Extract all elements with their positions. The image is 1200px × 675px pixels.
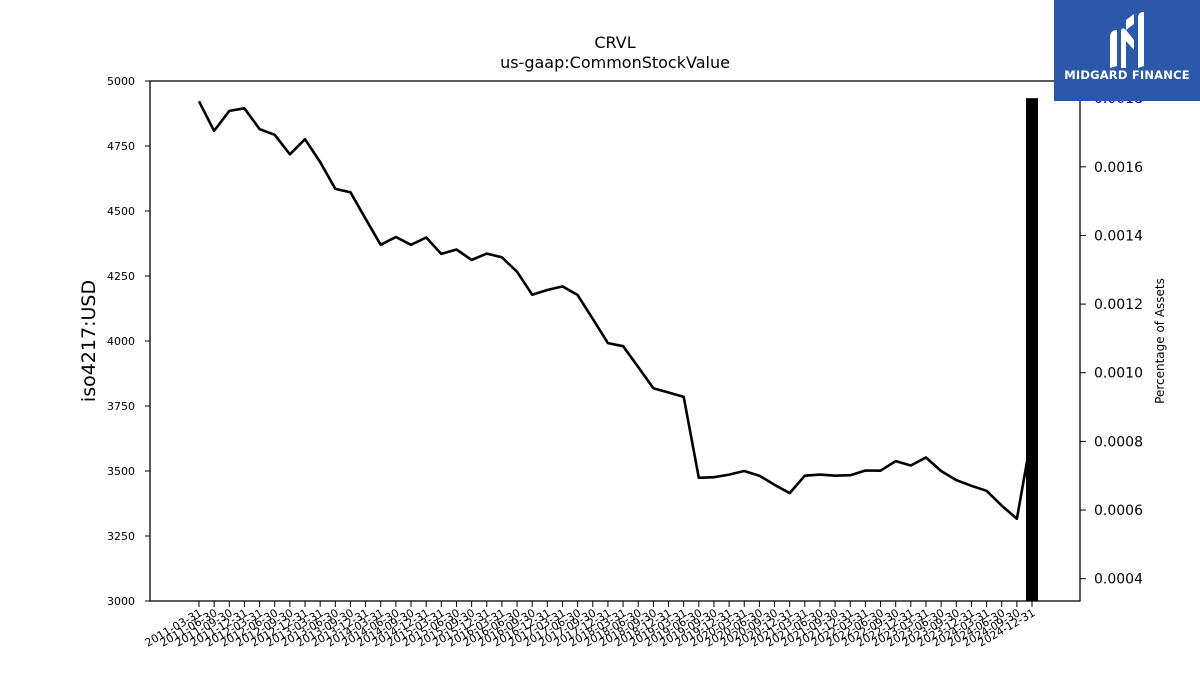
y-axis-label: iso4217:USD <box>78 280 100 402</box>
y2-tick-label: 0.0014 <box>1094 228 1143 244</box>
x-axis-ticks: 2011-03-312011-06-302011-09-302011-12-31… <box>143 601 1038 650</box>
chart-subtitle: us-gaap:CommonStockValue <box>500 53 730 72</box>
y2-tick-label: 0.0004 <box>1094 572 1143 588</box>
series-line <box>197 100 1034 521</box>
bars-layer <box>1026 98 1038 601</box>
y-tick-label: 3750 <box>107 400 135 413</box>
y2-axis-label: Percentage of Assets <box>1153 278 1167 404</box>
y-tick-label: 4500 <box>107 205 135 218</box>
y2-tick-label: 0.0012 <box>1094 297 1143 313</box>
y2-axis-ticks: 0.0004 0.0006 0.0008 0.0010 0.0012 0.0014 0.00… <box>1080 91 1143 588</box>
plot-frame <box>149 80 1081 602</box>
y2-tick-label: 0.0010 <box>1094 366 1143 382</box>
y-tick-label: 3250 <box>107 530 135 543</box>
y-tick-label: 3500 <box>107 465 135 478</box>
y2-tick-label: 0.0006 <box>1094 503 1143 519</box>
y-tick-label: 4000 <box>107 335 135 348</box>
chart-title: CRVL <box>594 33 635 52</box>
midgard-finance-logo: MIDGARD FINANCE <box>1054 0 1200 101</box>
logo-mark-icon <box>1110 12 1144 68</box>
y-tick-label: 4250 <box>107 270 135 283</box>
y-tick-label: 4750 <box>107 140 135 153</box>
y2-tick-label: 0.0008 <box>1094 434 1143 450</box>
percent-assets-bar <box>1026 98 1038 601</box>
y-tick-label: 3000 <box>107 595 135 608</box>
y2-tick-label: 0.0016 <box>1094 160 1143 176</box>
y-axis-ticks: 3000 3250 3500 3750 4000 4250 4500 4750 5000 <box>107 75 150 608</box>
logo-text: MIDGARD FINANCE <box>1064 68 1190 82</box>
y-tick-label: 5000 <box>107 75 135 88</box>
line-layer <box>197 100 1034 521</box>
